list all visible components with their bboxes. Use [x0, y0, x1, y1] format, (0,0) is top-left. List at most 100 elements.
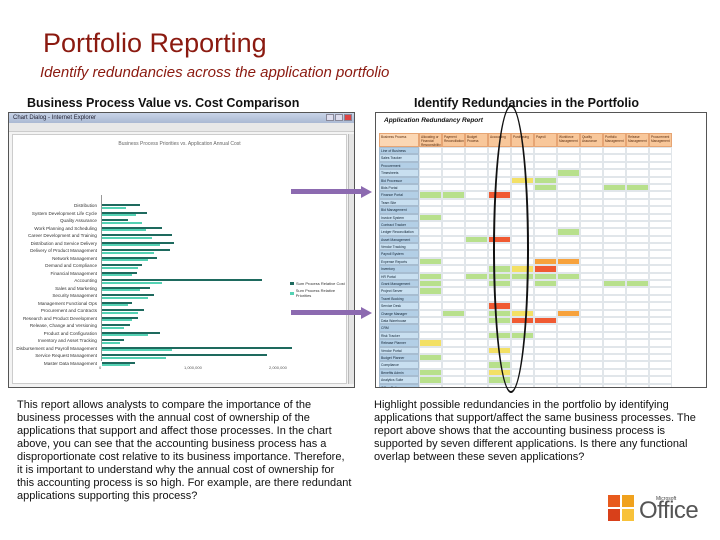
logo-product: Office	[639, 497, 699, 524]
grid-cell	[465, 324, 488, 332]
grid-cell	[442, 376, 465, 384]
grid-cell	[534, 154, 557, 162]
grid-cell	[534, 302, 557, 310]
grid-cell	[626, 346, 649, 354]
grid-cell	[442, 220, 465, 229]
grid-cell	[465, 257, 488, 266]
grid-cell	[580, 346, 603, 354]
grid-cell	[442, 294, 465, 303]
grid-column-header: Payment Reconciliation	[442, 133, 465, 147]
axis-tick-label: 1,000,000	[184, 365, 202, 370]
grid-cell	[419, 250, 442, 258]
grid-cell	[580, 309, 603, 317]
application-name: Timesheets	[379, 169, 419, 177]
cost-bar	[102, 286, 150, 289]
application-name: Ledger Reconciliation	[379, 228, 419, 236]
axis-tick-label: 2,000,000	[269, 365, 287, 370]
category-label: Procurement and Contracts	[40, 308, 97, 313]
grid-cell	[534, 183, 557, 192]
priority-bar	[102, 229, 146, 232]
grid-cell	[649, 280, 672, 288]
grid-cell	[580, 206, 603, 214]
redundancy-grid: Business Process Allocating or Financial …	[379, 133, 702, 387]
grid-cell	[626, 220, 649, 229]
grid-column-header: Portfolio Management	[603, 133, 626, 147]
grid-cell	[626, 191, 649, 199]
grid-cell	[580, 302, 603, 310]
grid-cell	[649, 316, 672, 325]
grid-cell	[465, 154, 488, 162]
grid-cell	[534, 376, 557, 384]
grid-cell	[442, 331, 465, 340]
grid-cell	[465, 353, 488, 362]
left-section-heading: Business Process Value vs. Cost Comparis…	[27, 96, 300, 110]
grid-cell	[465, 243, 488, 251]
grid-column-header: Budget Process	[465, 133, 488, 147]
grid-cell	[649, 220, 672, 229]
grid-cell	[626, 280, 649, 288]
priority-bar	[102, 356, 166, 359]
grid-cell	[603, 302, 626, 310]
application-name: Finance Portal	[379, 191, 419, 199]
application-name: Release Planner	[379, 339, 419, 347]
grid-cell	[465, 302, 488, 310]
grid-row: HR Portal	[379, 272, 702, 281]
cost-bar	[102, 256, 157, 259]
application-name: Line of Business	[379, 147, 419, 155]
grid-cell	[419, 302, 442, 310]
cost-bar	[102, 249, 170, 252]
grid-cell	[649, 309, 672, 317]
grid-cell	[626, 368, 649, 377]
priority-bar	[102, 341, 120, 344]
grid-cell	[442, 309, 465, 317]
grid-column-header: Allocating or Financial Responsibility	[419, 133, 442, 147]
grid-cell	[603, 235, 626, 244]
grid-cell	[465, 316, 488, 325]
grid-row: Office Suite	[379, 383, 702, 387]
cost-bar	[102, 294, 154, 297]
vertical-scrollbar[interactable]	[348, 134, 354, 384]
grid-cell	[626, 198, 649, 207]
priority-bar	[102, 289, 140, 292]
grid-cell	[626, 383, 649, 387]
grid-cell	[626, 235, 649, 244]
legend-label: Sum Process Relative Priorities	[295, 288, 336, 298]
axis-tick-label: 3,000,000	[354, 365, 355, 370]
grid-cell	[626, 309, 649, 317]
arrow-shaft	[291, 189, 361, 194]
priority-bar	[102, 274, 132, 277]
grid-cell	[603, 331, 626, 340]
minimize-icon	[326, 114, 334, 121]
application-name: HR Portal	[379, 272, 419, 281]
grid-cell	[649, 161, 672, 170]
grid-cell	[603, 339, 626, 347]
grid-row: Bid Management	[379, 206, 702, 214]
grid-cell	[580, 228, 603, 236]
grid-cell	[626, 316, 649, 325]
grid-cell	[580, 324, 603, 332]
application-name: Inventory	[379, 265, 419, 273]
grid-row: CRM	[379, 324, 702, 332]
grid-cell	[534, 361, 557, 369]
grid-cell	[649, 339, 672, 347]
grid-cell	[557, 250, 580, 258]
grid-cell	[465, 228, 488, 236]
grid-row: Risk Tracker	[379, 331, 702, 340]
grid-cell	[557, 294, 580, 303]
grid-cell	[580, 331, 603, 340]
grid-cell	[557, 353, 580, 362]
grid-cell	[557, 376, 580, 384]
grid-cell	[649, 368, 672, 377]
grid-cell	[419, 213, 442, 221]
grid-row: Budget Planner	[379, 353, 702, 362]
grid-cell	[626, 294, 649, 303]
chart-legend: Sum Process Relative Cost Sum Process Re…	[290, 281, 348, 300]
grid-cell	[419, 309, 442, 317]
close-icon	[344, 114, 352, 121]
application-name: CRM	[379, 324, 419, 332]
grid-cell	[649, 250, 672, 258]
grid-cell	[557, 316, 580, 325]
grid-cell	[442, 154, 465, 162]
category-label: Research and Product Development	[22, 315, 97, 321]
application-name: Procurement	[379, 161, 419, 170]
